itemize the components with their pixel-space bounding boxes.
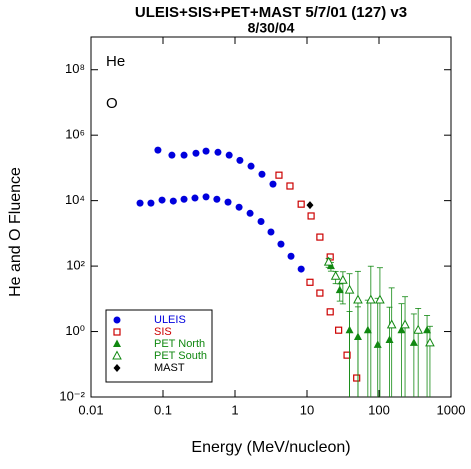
x-axis-label: Energy (MeV/nucleon) (191, 439, 350, 456)
data-point (335, 285, 344, 294)
data-point (224, 198, 232, 206)
data-point (423, 325, 432, 334)
x-tick-label: 1000 (437, 402, 466, 417)
data-point (192, 149, 200, 157)
data-point (147, 199, 155, 207)
data-point (316, 289, 324, 297)
data-point (397, 325, 406, 334)
data-point (213, 195, 221, 203)
data-point (286, 182, 294, 190)
data-point (277, 240, 285, 248)
data-point (202, 193, 210, 201)
data-point (375, 294, 385, 304)
data-point (353, 294, 363, 304)
data-point (257, 218, 265, 226)
data-point (136, 199, 144, 207)
x-tick-label: 1 (231, 402, 238, 417)
y-tick-label: 10⁸ (65, 61, 85, 76)
legend-label: PET South (154, 350, 207, 362)
legend-label: MAST (154, 362, 185, 374)
data-point (330, 270, 341, 280)
data-point (180, 195, 188, 203)
legend-box (105, 309, 213, 383)
data-point (365, 294, 376, 304)
data-point (169, 197, 177, 205)
data-point (409, 338, 418, 346)
data-point (158, 196, 166, 204)
y-tick-label: 10⁻² (59, 388, 85, 403)
data-point (363, 325, 372, 334)
data-point (202, 147, 210, 155)
annotation: He (106, 53, 125, 70)
data-point (180, 151, 188, 159)
annotation: O (106, 95, 118, 112)
data-point (246, 209, 254, 217)
y-tick-label: 10⁰ (65, 323, 85, 338)
data-point (236, 156, 244, 164)
legend-marker (112, 350, 122, 360)
data-point (191, 194, 199, 202)
data-point (373, 340, 382, 348)
chart-title: ULEIS+SIS+PET+MAST 5/7/01 (127) v3 (135, 4, 407, 21)
data-point (275, 171, 283, 179)
data-point (344, 284, 355, 294)
legend-label: ULEIS (154, 314, 186, 326)
data-point (297, 265, 305, 273)
data-point (338, 274, 348, 284)
data-point (287, 252, 295, 260)
legend-marker (113, 316, 121, 324)
x-tick-label: 0.1 (154, 402, 172, 417)
data-point (306, 201, 314, 210)
y-tick-label: 10² (66, 258, 85, 273)
y-axis-label: He and O Fluence (7, 167, 24, 297)
data-point (297, 200, 305, 208)
data-point (316, 233, 324, 241)
x-tick-label: 10 (300, 402, 314, 417)
data-point (343, 351, 351, 359)
data-point (269, 180, 277, 188)
data-point (267, 228, 275, 236)
chart-subtitle: 8/30/04 (248, 20, 295, 36)
legend-marker (113, 339, 121, 347)
data-point (247, 162, 255, 170)
data-point (323, 256, 334, 266)
x-tick-label: 100 (368, 402, 390, 417)
data-point (214, 148, 222, 156)
data-point (425, 337, 435, 347)
data-point (307, 212, 315, 220)
data-point (258, 170, 266, 178)
x-tick-label: 0.01 (78, 402, 103, 417)
y-tick-label: 10⁶ (65, 127, 85, 142)
data-point (413, 324, 424, 334)
data-point (385, 335, 394, 344)
data-point (168, 151, 176, 159)
legend-label: PET North (154, 338, 205, 350)
data-point (335, 326, 343, 334)
data-point (225, 151, 233, 159)
data-point (400, 319, 410, 329)
legend-marker (113, 328, 121, 336)
plot-frame (90, 36, 452, 398)
legend-marker (113, 364, 121, 372)
data-point (353, 374, 361, 382)
data-point (386, 319, 397, 329)
data-point (306, 278, 314, 286)
y-tick-label: 10⁴ (65, 192, 85, 207)
data-point (235, 203, 243, 211)
data-point (154, 146, 162, 154)
legend-label: SIS (154, 326, 172, 338)
data-point (326, 308, 334, 316)
